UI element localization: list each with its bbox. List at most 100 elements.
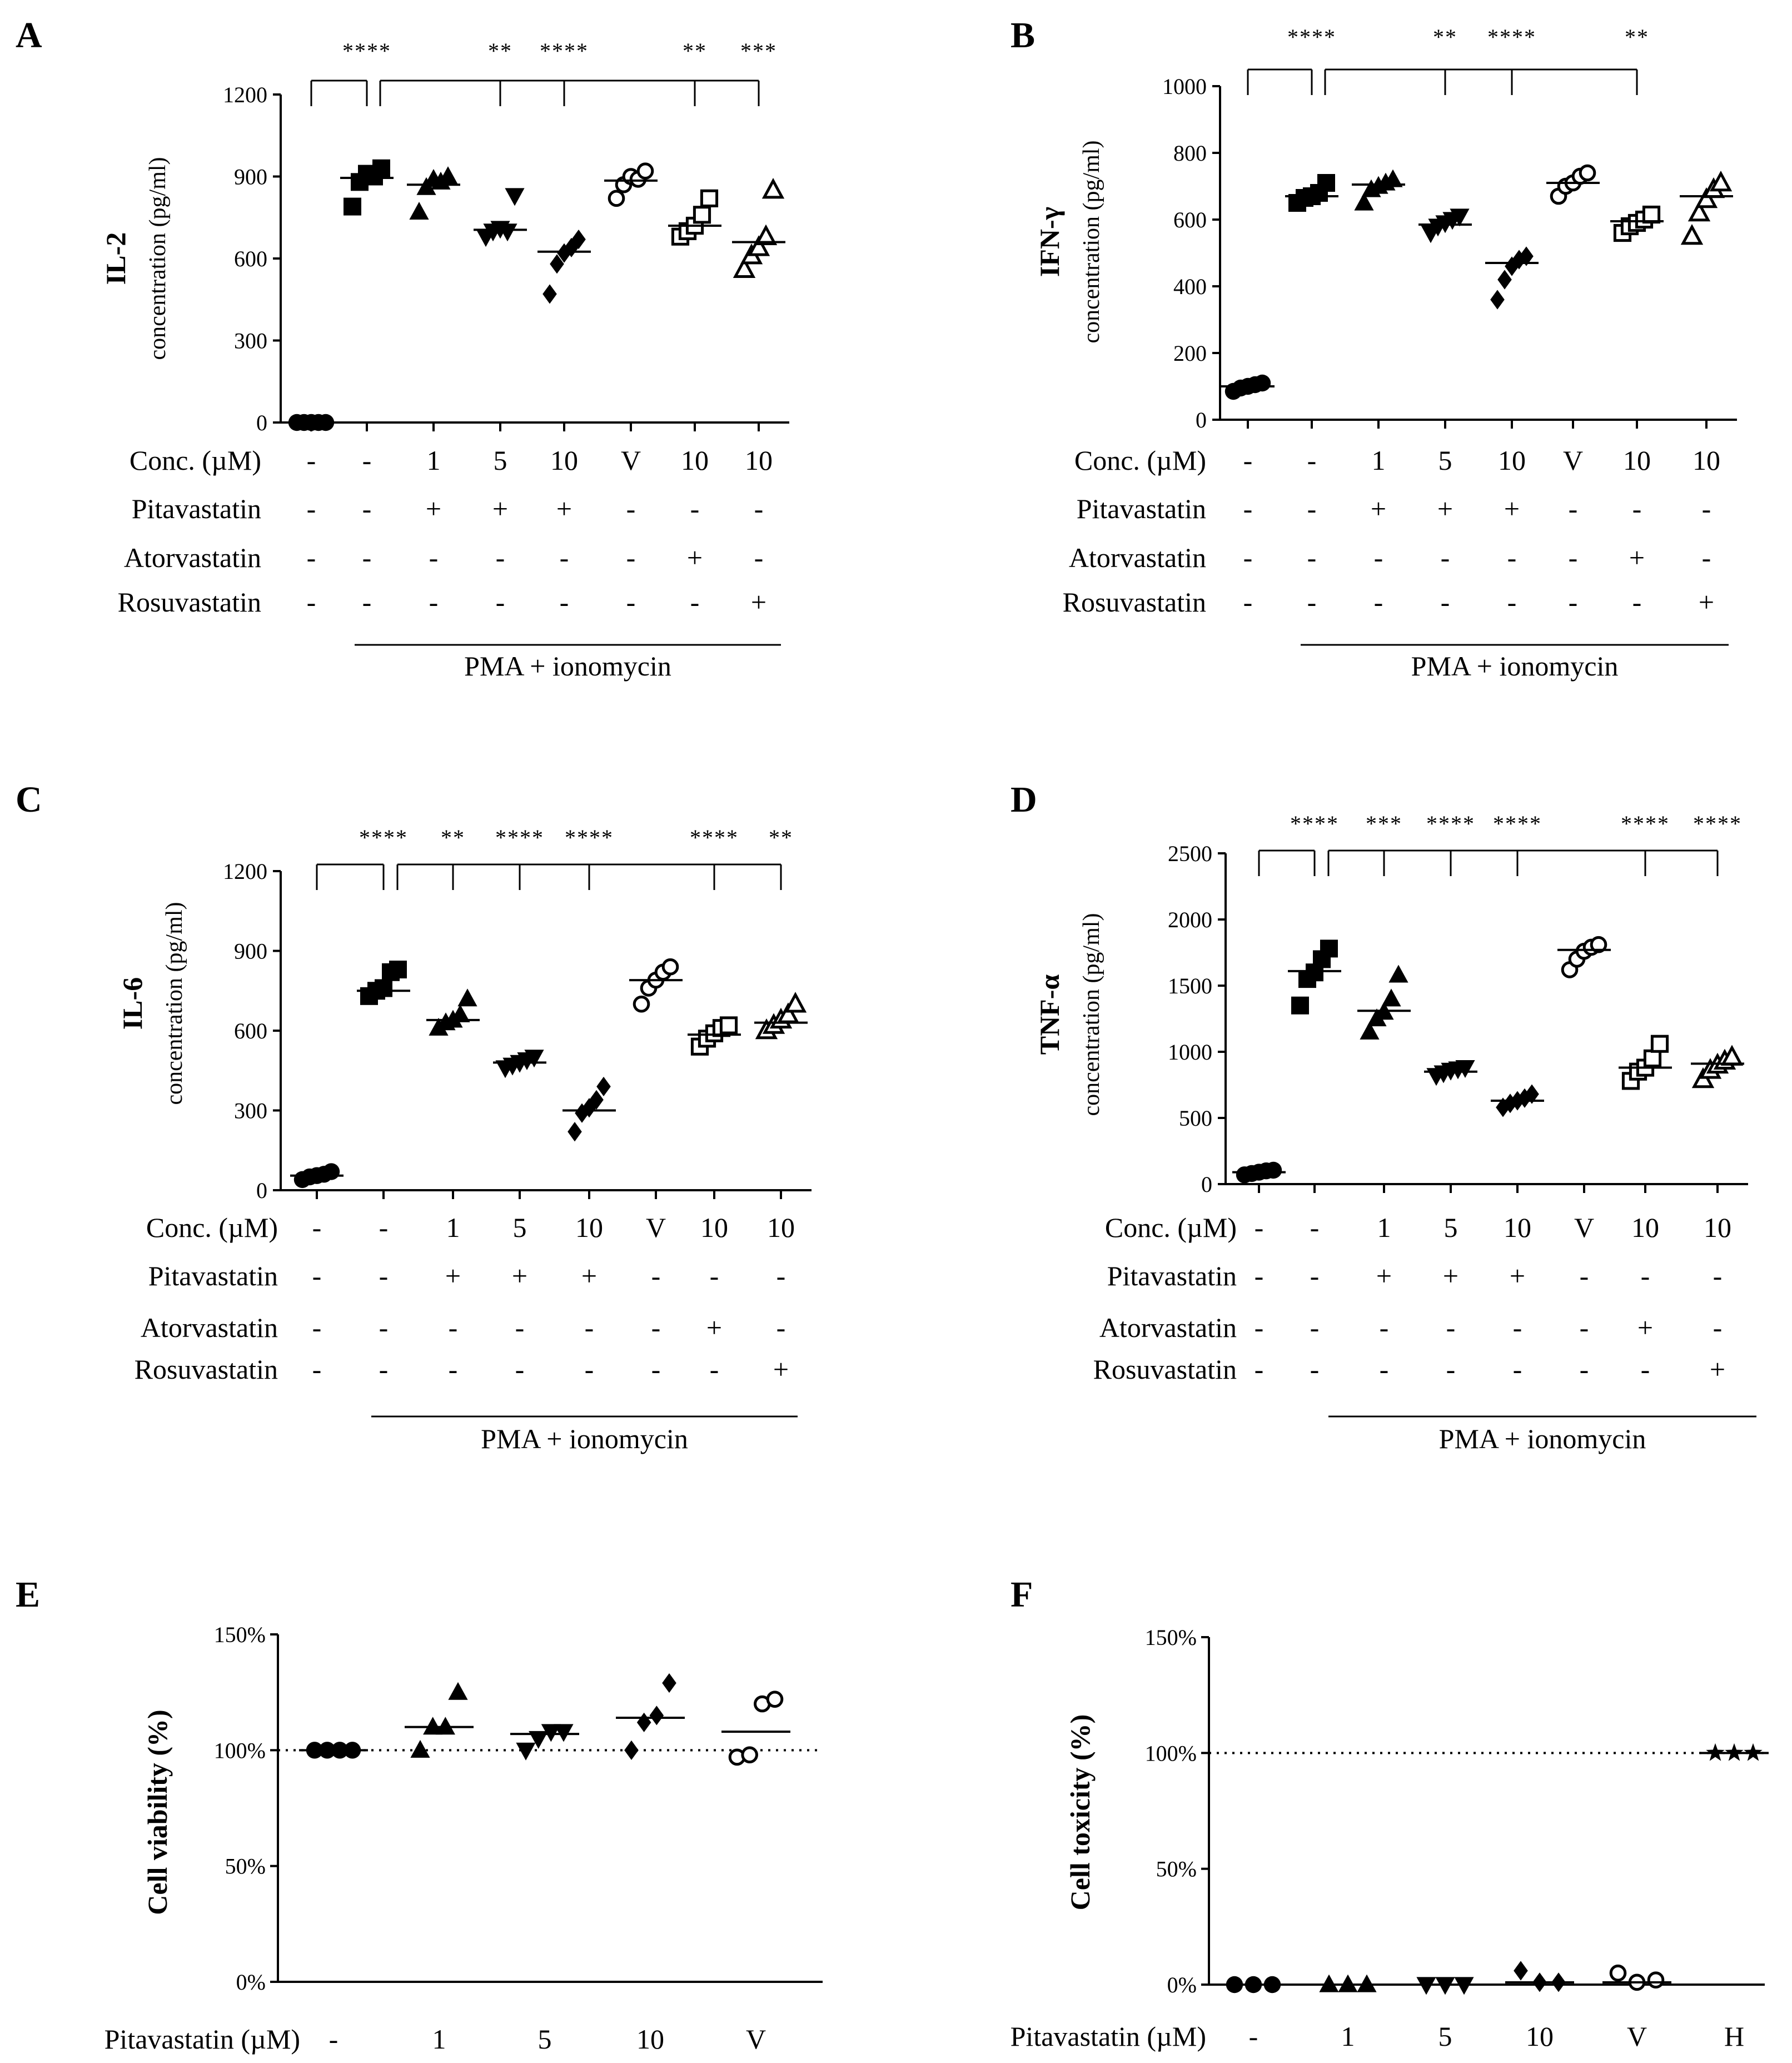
data-point <box>568 1122 582 1142</box>
y-tick-label: 50% <box>225 1854 266 1879</box>
row-label-pita: Pitavastatin <box>148 1260 278 1291</box>
data-point <box>524 1050 544 1068</box>
condition-cell: - <box>626 586 636 618</box>
y-tick-label: 2000 <box>1168 907 1212 932</box>
condition-cell: - <box>1713 1312 1723 1343</box>
condition-cell: 10 <box>1631 1212 1659 1243</box>
sig-label: **** <box>1487 24 1536 49</box>
data-point <box>1455 1060 1475 1078</box>
row-label-conc: Conc. (µM) <box>1105 1212 1237 1243</box>
condition-cell: 5 <box>1444 1212 1458 1243</box>
condition-cell: - <box>496 586 505 618</box>
y-tick-label: 1000 <box>1168 1040 1212 1065</box>
y-tick-label: 0 <box>1196 407 1207 433</box>
data-point <box>1338 1974 1358 1992</box>
data-point <box>1695 187 1718 208</box>
data-point <box>1579 164 1596 182</box>
data-point <box>1291 996 1309 1015</box>
condition-cell: - <box>1374 542 1383 573</box>
group-label: PMA + ionomycin <box>481 1423 688 1454</box>
data-point <box>1360 1021 1380 1040</box>
sig-label: **** <box>540 38 589 63</box>
data-point <box>1650 1035 1669 1053</box>
sig-label: **** <box>1290 811 1339 836</box>
condition-cell: - <box>710 1354 719 1385</box>
y-tick-label: 1200 <box>223 859 267 884</box>
condition-cell: + <box>687 542 703 573</box>
y-axis-label-sub: concentration (pg/ml) <box>162 902 187 1105</box>
sig-label: ** <box>1625 24 1649 49</box>
condition-cell: + <box>556 493 572 524</box>
data-point <box>457 988 477 1007</box>
group-label: PMA + ionomycin <box>1439 1423 1646 1454</box>
condition-cell: - <box>1632 493 1642 524</box>
y-axis-label: Cell viability (%) <box>142 1709 173 1915</box>
y-axis-label-sub: concentration (pg/ml) <box>1079 913 1104 1116</box>
sig-label: ** <box>441 825 465 850</box>
condition-cell: - <box>429 586 439 618</box>
condition-cell: - <box>1255 1312 1264 1343</box>
panel-b: B 0 200 400 600 800 1000 IFN-γ concentration (pg… <box>1011 15 1737 682</box>
data-point <box>700 189 719 207</box>
y-axis-label: IL-2 concentration (pg/ml) <box>100 157 171 360</box>
condition-cell: V <box>1574 1212 1594 1243</box>
condition-cell: + <box>1637 1312 1653 1343</box>
condition-cell: - <box>362 445 372 476</box>
panel-letter: C <box>16 779 42 820</box>
y-axis-label: IFN-γ concentration (pg/ml) <box>1034 140 1104 343</box>
condition-cell: - <box>585 1312 594 1343</box>
condition-cell: - <box>690 586 700 618</box>
group-label: PMA + ionomycin <box>1411 650 1619 682</box>
condition-cell: - <box>515 1354 525 1385</box>
condition-cell: - <box>776 1260 786 1291</box>
condition-cell: 5 <box>513 1212 527 1243</box>
x-axis-label: Pitavastatin (µM) <box>1011 2021 1206 2052</box>
panel-e: E 0% 50% 100% 150% Cell viability (%) Pitavast… <box>16 1574 823 2055</box>
condition-cell: - <box>307 542 316 573</box>
y-axis-label-text: Cell viability (%) <box>142 1709 173 1915</box>
condition-cell: - <box>1255 1212 1264 1243</box>
condition-cell: - <box>1580 1260 1589 1291</box>
x-tick-label: V <box>1627 2021 1647 2052</box>
condition-cell: V <box>646 1212 666 1243</box>
condition-cell: + <box>581 1260 597 1291</box>
y-axis-label-bold: TNF-α <box>1034 975 1065 1055</box>
y-tick-label: 200 <box>1173 341 1207 366</box>
condition-cell: - <box>1513 1312 1522 1343</box>
sig-label: ** <box>683 38 707 63</box>
condition-cell: 10 <box>1623 445 1651 476</box>
condition-cell: + <box>1510 1260 1525 1291</box>
group-label: PMA + ionomycin <box>464 650 671 682</box>
condition-cell: - <box>585 1354 594 1385</box>
x-tick-label: 5 <box>538 2024 552 2055</box>
sig-label: **** <box>1287 24 1336 49</box>
x-tick-label: 1 <box>1341 2021 1355 2052</box>
condition-cell: 10 <box>550 445 578 476</box>
condition-cell: - <box>1307 493 1317 524</box>
condition-cell: - <box>1307 445 1317 476</box>
panel-letter: A <box>16 15 42 56</box>
condition-cell: 5 <box>1438 445 1452 476</box>
condition-cell: - <box>1255 1260 1264 1291</box>
condition-cell: - <box>1569 586 1578 618</box>
data-point <box>589 1090 604 1110</box>
data-point <box>1253 374 1271 392</box>
y-axis-label-bold: IL-2 <box>100 232 131 285</box>
panel-c: C 0 300 600 900 1200 IL-6 concentration (pg/ml)… <box>16 779 812 1454</box>
data-point <box>1416 1977 1436 1995</box>
sig-label: **** <box>690 825 739 850</box>
condition-cell: - <box>1641 1354 1650 1385</box>
condition-cell: - <box>1255 1354 1264 1385</box>
data-point <box>410 1739 430 1758</box>
y-axis-label: IL-6 concentration (pg/ml) <box>117 902 187 1105</box>
y-tick-label: 100% <box>1145 1741 1197 1766</box>
condition-cell: 10 <box>700 1212 728 1243</box>
condition-cell: 10 <box>681 445 709 476</box>
condition-cell: + <box>1376 1260 1392 1291</box>
condition-cell: - <box>1569 542 1578 573</box>
data-point <box>1688 200 1711 222</box>
row-label-rosu: Rosuvastatin <box>1093 1354 1237 1385</box>
condition-cell: - <box>1713 1260 1723 1291</box>
row-label-pita: Pitavastatin <box>1077 493 1206 524</box>
condition-cell: - <box>1307 586 1317 618</box>
